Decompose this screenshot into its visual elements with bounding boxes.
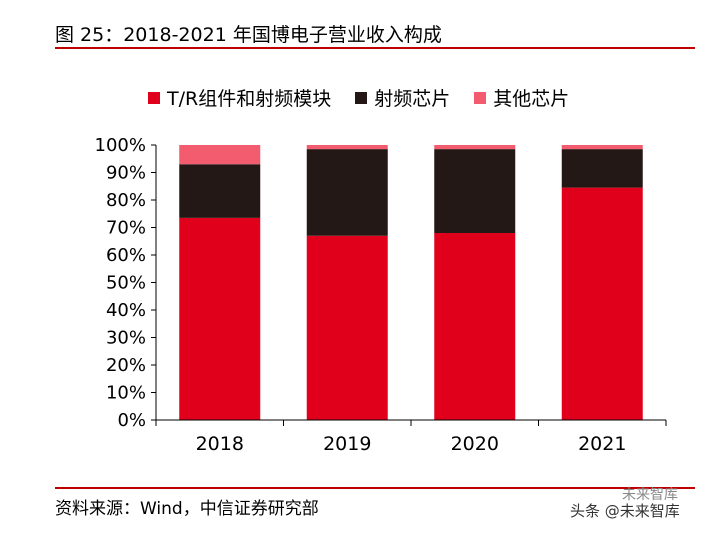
y-tick-label: 0% <box>117 410 146 431</box>
y-tick-label: 90% <box>106 163 146 184</box>
bar-segment-2020-s2 <box>434 145 516 150</box>
bar-segment-2018-s0 <box>179 217 261 420</box>
x-tick-label: 2021 <box>578 433 626 455</box>
legend-label-other-chip: 其他芯片 <box>493 88 570 110</box>
y-tick-label: 30% <box>106 328 146 349</box>
y-tick-label: 50% <box>106 273 146 294</box>
bar-segment-2021-s2 <box>561 145 643 150</box>
legend-swatch-other-chip <box>474 91 487 104</box>
y-tick-label: 40% <box>106 300 146 321</box>
y-tick-label: 60% <box>106 245 146 266</box>
bar-segment-2020-s1 <box>434 149 516 233</box>
source-note: 资料来源：Wind，中信证券研究部 <box>55 499 319 519</box>
legend-label-tr: T/R组件和射频模块 <box>167 88 332 110</box>
x-tick-label: 2018 <box>196 433 244 455</box>
legend-item-tr: T/R组件和射频模块 <box>148 84 331 111</box>
bar-segment-2019-s2 <box>306 145 388 150</box>
bar-segment-2019-s1 <box>306 149 388 236</box>
bar-segment-2021-s0 <box>561 187 643 420</box>
bar-segment-2021-s1 <box>561 149 643 188</box>
y-tick-label: 100% <box>95 135 146 156</box>
bar-segment-2019-s0 <box>306 235 388 420</box>
legend-swatch-tr <box>148 91 160 104</box>
legend-item-rf-chip: 射频芯片 <box>355 84 450 111</box>
title-divider <box>55 47 695 49</box>
y-tick-label: 10% <box>106 383 146 404</box>
bar-segment-2018-s2 <box>179 145 261 165</box>
chart-legend: T/R组件和射频模块 射频芯片 其他芯片 <box>148 84 593 111</box>
source-divider <box>55 487 695 489</box>
x-tick-label: 2019 <box>323 433 371 455</box>
legend-label-rf-chip: 射频芯片 <box>374 88 451 110</box>
y-tick-label: 20% <box>106 355 146 376</box>
figure-title: 图 25：2018-2021 年国博电子营业收入构成 <box>55 24 442 46</box>
y-tick-label: 80% <box>106 190 146 211</box>
bar-segment-2018-s1 <box>179 164 261 218</box>
bar-segment-2020-s0 <box>434 233 516 420</box>
watermark-top: 未来智库 <box>622 487 678 503</box>
x-tick-label: 2020 <box>451 433 499 455</box>
legend-item-other-chip: 其他芯片 <box>474 84 569 111</box>
watermark: 头条 @未来智库 <box>570 502 680 520</box>
legend-swatch-rf-chip <box>355 91 368 104</box>
y-tick-label: 70% <box>106 218 146 239</box>
